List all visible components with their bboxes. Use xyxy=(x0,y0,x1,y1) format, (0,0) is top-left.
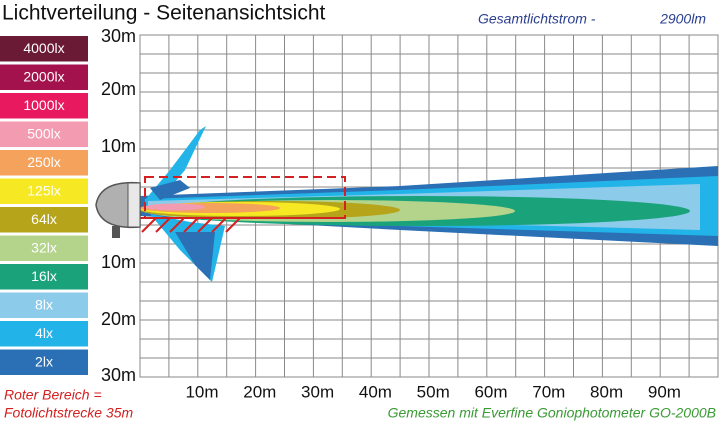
legend-label: 2000lx xyxy=(23,68,64,84)
x-axis-label: 30m xyxy=(301,382,334,401)
legend-swatch xyxy=(0,36,88,62)
red-hatching xyxy=(141,217,241,233)
beam xyxy=(140,126,718,282)
legend-label: 4000lx xyxy=(23,40,64,56)
x-axis-label: 60m xyxy=(474,382,507,401)
y-axis-label: 30m xyxy=(101,365,136,385)
legend-label: 32lx xyxy=(31,239,57,255)
beam-spike-down-2 xyxy=(175,232,215,280)
x-axis-label: 10m xyxy=(185,382,218,401)
legend-swatch xyxy=(0,64,88,90)
measurement-note: Gemessen mit Everfine Goniophotometer GO… xyxy=(388,405,716,421)
lamp-mount xyxy=(112,226,120,238)
legend-swatch xyxy=(0,207,88,233)
beam-spike-up-2 xyxy=(150,180,190,200)
title: Lichtverteilung - Seitenansichtsicht xyxy=(2,2,326,25)
flux-value: 2900lm xyxy=(659,11,706,27)
red-area-note: Fotolichtstrecke 35m xyxy=(4,405,133,421)
legend-swatch xyxy=(0,349,88,375)
lamp xyxy=(95,181,141,238)
legend-label: 250lx xyxy=(27,154,60,170)
legend-label: 4lx xyxy=(35,325,53,341)
y-axis-label: 20m xyxy=(101,79,136,99)
x-axis-label: 40m xyxy=(359,382,392,401)
legend-swatch xyxy=(0,150,88,176)
legend: 4000lx 2000lx 1000lx 500lx 250lx 125lx 64lx 32l… xyxy=(0,36,88,375)
red-area xyxy=(140,176,346,233)
x-axis-label: 90m xyxy=(648,382,681,401)
y-axis-label: 10m xyxy=(101,136,136,156)
x-axis-label: 70m xyxy=(532,382,565,401)
red-area-note: Roter Bereich = xyxy=(4,387,102,403)
legend-label: 64lx xyxy=(31,211,57,227)
legend-swatch xyxy=(0,178,88,204)
x-axis-label: 50m xyxy=(417,382,450,401)
y-axis-label: 20m xyxy=(101,309,136,329)
axis-labels: 30m 20m 10m 10m 20m 30m 10m 20m 30m 40m 50m 60m 70m 8… xyxy=(101,26,681,402)
lamp-lens xyxy=(127,182,141,228)
legend-label: 500lx xyxy=(27,125,60,141)
legend-swatch xyxy=(0,121,88,147)
beam-500lx xyxy=(145,203,205,211)
x-axis-label: 20m xyxy=(243,382,276,401)
legend-swatch xyxy=(0,264,88,290)
legend-swatch xyxy=(0,292,88,318)
flux-label: Gesamtlichtstrom - xyxy=(478,11,596,27)
y-axis-label: 10m xyxy=(101,252,136,272)
legend-label: 1000lx xyxy=(23,97,64,113)
legend-label: 8lx xyxy=(35,296,53,312)
beam-spike-up xyxy=(145,126,206,200)
legend-swatch xyxy=(0,321,88,347)
legend-swatch xyxy=(0,93,88,119)
legend-label: 125lx xyxy=(27,182,60,198)
y-axis-label: 30m xyxy=(101,26,136,46)
legend-label: 16lx xyxy=(31,268,57,284)
legend-swatch xyxy=(0,235,88,261)
x-axis-label: 80m xyxy=(590,382,623,401)
legend-label: 2lx xyxy=(35,353,53,369)
